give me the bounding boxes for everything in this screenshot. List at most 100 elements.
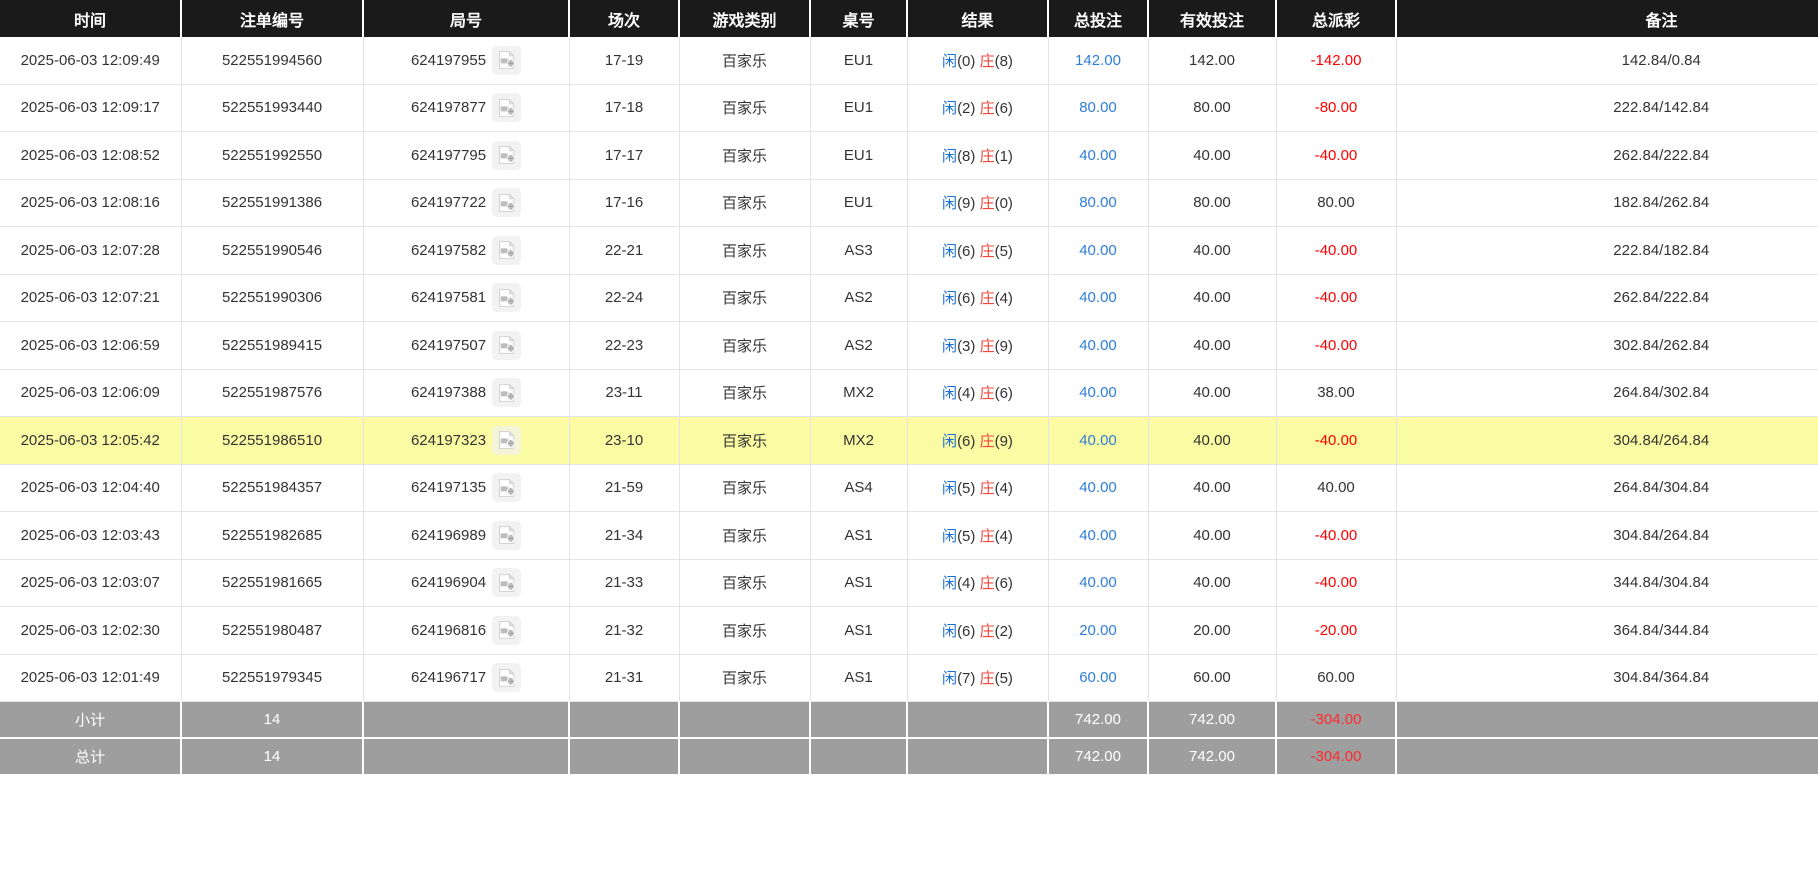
table-summary: 小计 14 742.00 742.00 -304.00 总计 14 742.00 742.00-… <box>0 701 1818 774</box>
table-row[interactable]: 2025-06-03 12:03:43 522551982685 624196989… <box>0 511 1818 560</box>
table-row[interactable]: 2025-06-03 12:08:16 522551991386 624197722… <box>0 179 1818 227</box>
video-replay-icon[interactable] <box>492 568 522 598</box>
result-banker-label: 庄 <box>979 385 995 403</box>
cell-total-stake: 20.00 <box>1048 606 1149 655</box>
video-replay-icon[interactable] <box>492 45 522 75</box>
cell-bet-no: 522551984357 <box>181 464 364 512</box>
table-row[interactable]: 2025-06-03 12:07:28 522551990546 624197582… <box>0 226 1818 275</box>
summary-game-blank <box>679 738 811 774</box>
cell-table-no: EU1 <box>810 84 908 132</box>
round-cell-wrap: 624197795 <box>370 140 563 170</box>
cell-game-type: 百家乐 <box>679 274 811 322</box>
cell-time: 2025-06-03 12:03:07 <box>0 559 182 607</box>
cell-round: 624196904 <box>363 559 570 607</box>
table-row[interactable]: 2025-06-03 12:06:09 522551987576 624197388… <box>0 369 1818 417</box>
cell-remark: 304.84/364.84 <box>1396 654 1818 702</box>
column-header-remark[interactable]: 备注 <box>1396 0 1818 37</box>
column-header-round[interactable]: 局号 <box>363 0 570 37</box>
round-cell-wrap: 624197135 <box>370 473 563 503</box>
round-number: 624197877 <box>410 99 487 117</box>
video-replay-icon[interactable] <box>492 140 522 170</box>
table-row[interactable]: 2025-06-03 12:03:07 522551981665 624196904… <box>0 559 1818 607</box>
table-row[interactable]: 2025-06-03 12:01:49 522551979345 624196717… <box>0 654 1818 702</box>
video-replay-icon[interactable] <box>492 235 522 265</box>
table-row[interactable]: 2025-06-03 12:07:21 522551990306 624197581… <box>0 274 1818 322</box>
cell-valid-stake: 40.00 <box>1148 369 1277 417</box>
video-replay-icon[interactable] <box>492 520 522 550</box>
cell-result: 闲(6) 庄(4) <box>907 274 1049 322</box>
cell-game-type: 百家乐 <box>679 179 811 227</box>
column-header-total-stake[interactable]: 总投注 <box>1048 0 1149 37</box>
table-row[interactable]: 2025-06-03 12:08:52 522551992550 624197795… <box>0 131 1818 180</box>
cell-round: 624196816 <box>363 606 570 655</box>
summary-round-blank <box>363 701 570 739</box>
result-player-value: (6) <box>957 432 976 450</box>
video-replay-icon[interactable] <box>492 663 522 693</box>
result-player-value: (5) <box>957 527 976 545</box>
result-player-value: (6) <box>957 290 976 308</box>
result-banker-label: 庄 <box>979 575 995 593</box>
summary-count: 14 <box>181 738 364 774</box>
round-number: 624197581 <box>410 289 487 307</box>
cell-total-stake: 40.00 <box>1048 464 1149 512</box>
cell-valid-stake: 40.00 <box>1148 464 1277 512</box>
video-replay-icon[interactable] <box>492 473 522 503</box>
result-banker-label: 庄 <box>979 527 995 545</box>
video-replay-icon[interactable] <box>492 93 522 123</box>
summary-result-blank <box>907 738 1049 774</box>
table-row[interactable]: 2025-06-03 12:05:42 522551986510 624197323… <box>0 416 1818 465</box>
result-player-label: 闲 <box>942 52 958 70</box>
cell-total-payout: 40.00 <box>1276 464 1397 512</box>
video-replay-icon[interactable] <box>492 378 522 408</box>
table-header-row: 时间 注单编号 局号 场次 游戏类别 桌号 结果 总投注 有效投注 总派彩 备注 <box>0 0 1818 37</box>
cell-total-stake: 80.00 <box>1048 179 1149 227</box>
column-header-game-type[interactable]: 游戏类别 <box>679 0 811 37</box>
column-header-valid-stake[interactable]: 有效投注 <box>1148 0 1277 37</box>
cell-time: 2025-06-03 12:07:28 <box>0 226 182 275</box>
result-banker-value: (4) <box>994 527 1013 545</box>
result-player-value: (6) <box>957 242 976 260</box>
cell-table-no: AS4 <box>810 464 908 512</box>
cell-total-payout: -40.00 <box>1276 559 1397 607</box>
cell-round: 624197507 <box>363 321 570 370</box>
table-row[interactable]: 2025-06-03 12:02:30 522551980487 624196816… <box>0 606 1818 655</box>
result-banker-label: 庄 <box>979 622 995 640</box>
column-header-result[interactable]: 结果 <box>907 0 1049 37</box>
video-replay-icon[interactable] <box>492 425 522 455</box>
summary-label: 小计 <box>0 701 182 739</box>
result-banker-value: (6) <box>994 575 1013 593</box>
cell-result: 闲(3) 庄(9) <box>907 321 1049 370</box>
table-row[interactable]: 2025-06-03 12:04:40 522551984357 624197135… <box>0 464 1818 512</box>
cell-total-stake: 40.00 <box>1048 559 1149 607</box>
column-header-bet-no[interactable]: 注单编号 <box>181 0 364 37</box>
cell-total-stake: 40.00 <box>1048 369 1149 417</box>
column-header-table-no[interactable]: 桌号 <box>810 0 908 37</box>
round-cell-wrap: 624196816 <box>370 615 563 645</box>
video-replay-icon[interactable] <box>492 188 522 218</box>
result-banker-label: 庄 <box>979 290 995 308</box>
video-replay-icon[interactable] <box>492 330 522 360</box>
cell-valid-stake: 40.00 <box>1148 416 1277 465</box>
column-header-total-payout[interactable]: 总派彩 <box>1276 0 1397 37</box>
table-row[interactable]: 2025-06-03 12:06:59 522551989415 624197507… <box>0 321 1818 370</box>
cell-result: 闲(6) 庄(9) <box>907 416 1049 465</box>
result-player-label: 闲 <box>942 100 958 118</box>
video-replay-icon[interactable] <box>492 283 522 313</box>
column-header-time[interactable]: 时间 <box>0 0 182 37</box>
cell-bet-no: 522551987576 <box>181 369 364 417</box>
round-number: 624196989 <box>410 526 487 544</box>
column-header-shift[interactable]: 场次 <box>569 0 680 37</box>
cell-remark: 302.84/262.84 <box>1396 321 1818 370</box>
result-banker-label: 庄 <box>979 52 995 70</box>
cell-table-no: MX2 <box>810 369 908 417</box>
table-row[interactable]: 2025-06-03 12:09:49 522551994560 624197955… <box>0 37 1818 85</box>
result-banker-value: (4) <box>994 480 1013 498</box>
cell-game-type: 百家乐 <box>679 416 811 465</box>
cell-game-type: 百家乐 <box>679 511 811 560</box>
result-banker-value: (5) <box>994 242 1013 260</box>
table-row[interactable]: 2025-06-03 12:09:17 522551993440 624197877… <box>0 84 1818 132</box>
cell-total-payout: -80.00 <box>1276 84 1397 132</box>
result-player-label: 闲 <box>942 147 958 165</box>
video-replay-icon[interactable] <box>492 615 522 645</box>
cell-game-type: 百家乐 <box>679 464 811 512</box>
